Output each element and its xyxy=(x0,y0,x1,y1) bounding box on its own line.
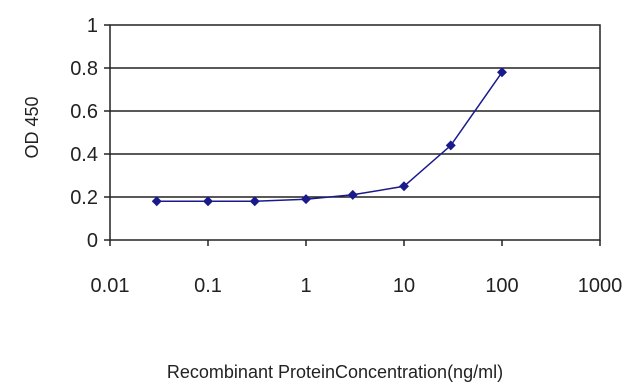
x-axis-ticks: 0.01 0.1 1 10 100 1000 xyxy=(91,240,623,297)
data-point xyxy=(399,181,409,192)
x-tick-label: 1000 xyxy=(578,275,623,297)
x-axis-label: Recombinant ProteinConcentration(ng/ml) xyxy=(167,362,503,382)
data-point xyxy=(151,196,162,207)
x-tick-label: 100 xyxy=(485,275,518,297)
data-point xyxy=(203,196,213,207)
y-tick-label: 0.8 xyxy=(70,58,98,80)
data-point xyxy=(497,67,507,78)
y-tick-label: 0 xyxy=(87,230,98,252)
y-tick-label: 1 xyxy=(87,15,98,37)
data-point xyxy=(445,140,456,151)
y-tick-label: 0.2 xyxy=(70,187,98,209)
data-point xyxy=(301,194,311,205)
plot-area xyxy=(109,24,601,241)
y-axis-label: OD 450 xyxy=(22,96,42,158)
y-tick-label: 0.4 xyxy=(70,144,98,166)
y-axis-ticks: 0 0.2 0.4 0.6 0.8 1 xyxy=(70,15,110,252)
x-tick-label: 0.01 xyxy=(91,275,130,297)
x-tick-label: 10 xyxy=(393,275,415,297)
gridlines xyxy=(110,67,600,198)
x-tick-label: 1 xyxy=(300,275,311,297)
data-point xyxy=(347,189,358,200)
series-line xyxy=(156,71,503,203)
x-tick-label: 0.1 xyxy=(194,275,222,297)
data-point xyxy=(249,196,260,207)
y-tick-label: 0.6 xyxy=(70,101,98,123)
series-group xyxy=(151,67,507,207)
